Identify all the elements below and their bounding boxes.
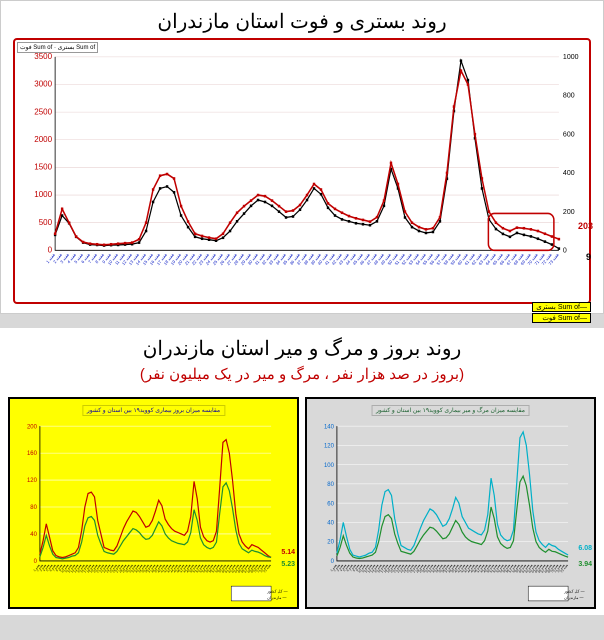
svg-text:80: 80 bbox=[327, 481, 334, 488]
svg-text:160: 160 bbox=[27, 450, 38, 457]
top-legend-yellow: —Sum of بستری —Sum of فوت bbox=[532, 302, 591, 324]
left-chart-svg: 04080120160200هفته 1هفته 2هفته 3هفته 4هف… bbox=[14, 403, 293, 603]
svg-text:— مازندران: — مازندران bbox=[267, 595, 287, 600]
right-end-blue: 6.08 bbox=[578, 545, 592, 552]
svg-text:1500: 1500 bbox=[34, 161, 52, 171]
svg-text:1000: 1000 bbox=[563, 52, 579, 61]
svg-text:140: 140 bbox=[324, 423, 335, 430]
svg-text:20: 20 bbox=[327, 539, 334, 546]
top-panel: روند بستری و فوت استان مازندران Sum of ب… bbox=[0, 0, 604, 314]
top-chart-svg: 0500100015002000250030003500020040060080… bbox=[21, 46, 583, 296]
svg-text:2500: 2500 bbox=[34, 106, 52, 116]
bottom-title: روند بروز و مرگ و میر استان مازندران bbox=[8, 336, 596, 361]
top-mini-legend: Sum of بستری · Sum of فوت bbox=[17, 42, 98, 53]
svg-text:400: 400 bbox=[563, 168, 575, 177]
left-half: مقایسه میزان بروز بیماری کووید۱۹ بین است… bbox=[8, 397, 299, 609]
right-end-green: 3.94 bbox=[578, 561, 592, 568]
svg-text:— کل کشور: — کل کشور bbox=[563, 588, 585, 593]
svg-text:120: 120 bbox=[27, 477, 38, 484]
svg-text:500: 500 bbox=[39, 217, 53, 227]
top-end-red: 203 bbox=[578, 221, 593, 231]
svg-text:— کل کشور: — کل کشور bbox=[266, 588, 288, 593]
svg-text:0: 0 bbox=[563, 245, 567, 254]
svg-text:200: 200 bbox=[27, 423, 38, 430]
right-half: مقایسه میزان مرگ و میر بیماری کووید۱۹ بی… bbox=[305, 397, 596, 609]
svg-text:200: 200 bbox=[563, 207, 575, 216]
svg-text:800: 800 bbox=[563, 90, 575, 99]
svg-text:— مازندران: — مازندران bbox=[564, 595, 584, 600]
bottom-panel: روند بروز و مرگ و میر استان مازندران (بر… bbox=[0, 328, 604, 615]
bottom-subtitle: (بروز در صد هزار نفر ، مرگ و میر در یک م… bbox=[8, 365, 596, 383]
top-end-black: 9 bbox=[586, 252, 591, 262]
svg-text:1000: 1000 bbox=[34, 189, 52, 199]
bottom-row: مقایسه میزان بروز بیماری کووید۱۹ بین است… bbox=[8, 397, 596, 609]
legend-row-black: —Sum of فوت bbox=[532, 313, 591, 323]
svg-text:100: 100 bbox=[324, 462, 335, 469]
left-end-green: 5.23 bbox=[281, 561, 295, 568]
left-small-title: مقایسه میزان بروز بیماری کووید۱۹ بین است… bbox=[82, 405, 225, 416]
top-chart-frame: Sum of بستری · Sum of فوت 0 500 1000 1500 20… bbox=[13, 38, 591, 304]
svg-text:600: 600 bbox=[563, 129, 575, 138]
svg-text:40: 40 bbox=[327, 519, 334, 526]
left-chart-frame: مقایسه میزان بروز بیماری کووید۱۹ بین است… bbox=[8, 397, 299, 609]
svg-text:120: 120 bbox=[324, 442, 335, 449]
svg-text:3000: 3000 bbox=[34, 78, 52, 88]
legend-row-red: —Sum of بستری bbox=[532, 302, 591, 312]
svg-text:2000: 2000 bbox=[34, 134, 52, 144]
left-end-red: 5.14 bbox=[281, 549, 295, 556]
right-chart-svg: 020406080100120140هفته 1هفته 2هفته 3هفته… bbox=[311, 403, 590, 603]
svg-text:40: 40 bbox=[30, 531, 37, 538]
svg-text:60: 60 bbox=[327, 500, 334, 507]
svg-text:80: 80 bbox=[30, 504, 37, 511]
top-title: روند بستری و فوت استان مازندران bbox=[9, 9, 595, 34]
right-chart-frame: مقایسه میزان مرگ و میر بیماری کووید۱۹ بی… bbox=[305, 397, 596, 609]
right-small-title: مقایسه میزان مرگ و میر بیماری کووید۱۹ بی… bbox=[371, 405, 530, 416]
